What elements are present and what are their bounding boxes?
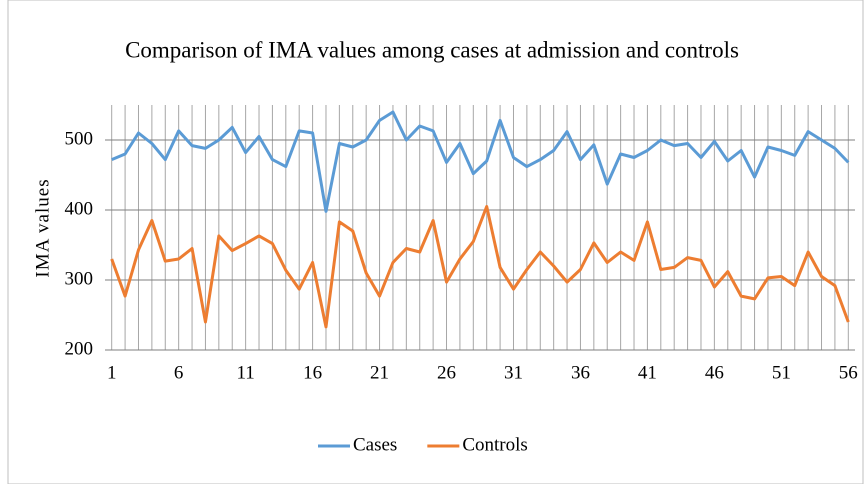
y-axis-label: IMA values bbox=[32, 178, 53, 277]
legend-label: Cases bbox=[353, 434, 397, 455]
x-tick-label: 36 bbox=[571, 362, 590, 383]
x-tick-label: 56 bbox=[839, 362, 858, 383]
chart-frame bbox=[7, 0, 864, 484]
x-tick-label: 41 bbox=[638, 362, 657, 383]
y-tick-label: 300 bbox=[65, 268, 94, 289]
x-tick-label: 11 bbox=[236, 362, 254, 383]
x-tick-label: 31 bbox=[504, 362, 523, 383]
x-tick-label: 21 bbox=[370, 362, 389, 383]
x-tick-label: 26 bbox=[437, 362, 456, 383]
legend-label: Controls bbox=[462, 434, 527, 455]
y-tick-label: 200 bbox=[65, 338, 94, 359]
series-line bbox=[110, 205, 850, 329]
x-tick-label: 1 bbox=[107, 362, 117, 383]
series-line bbox=[111, 110, 850, 213]
y-tick-label: 400 bbox=[65, 198, 94, 219]
x-tick-label: 51 bbox=[772, 362, 791, 383]
x-tick-label: 16 bbox=[303, 362, 322, 383]
x-tick-label: 6 bbox=[174, 362, 184, 383]
y-tick-label: 500 bbox=[65, 128, 94, 149]
x-tick-label: 46 bbox=[705, 362, 724, 383]
chart-title: Comparison of IMA values among cases at … bbox=[125, 37, 739, 62]
